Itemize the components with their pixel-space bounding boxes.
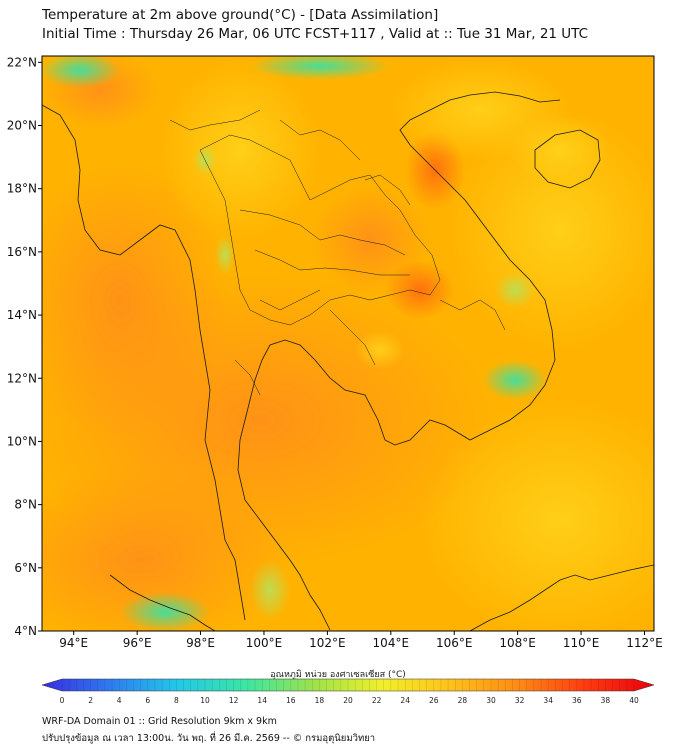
colorbar-tick-label: 30 <box>486 696 496 705</box>
lon-tick-label: 104°E <box>373 636 410 650</box>
lat-tick-label: 16°N <box>7 245 37 259</box>
colorbar-tick-label: 14 <box>257 696 267 705</box>
latitude-axis: 22°N 20°N 18°N 16°N 14°N 12°N 10°N 8°N 6°N 4°N <box>7 55 42 638</box>
lon-tick-label: 100°E <box>246 636 283 650</box>
colorbar-tick-label: 34 <box>543 696 553 705</box>
colorbar-tick-label: 26 <box>429 696 439 705</box>
colorbar-tick-label: 16 <box>286 696 296 705</box>
colorbar: 0 2 4 6 8 10 12 14 16 18 20 22 24 26 28 30 32 34 36 38 40 <box>41 678 655 705</box>
colorbar-ticks: 0 2 4 6 8 10 12 14 16 18 20 22 24 26 28 30 32 34 36 38 40 <box>60 679 639 705</box>
colorbar-tick-label: 18 <box>315 696 325 705</box>
lon-tick-label: 110°E <box>563 636 600 650</box>
colorbar-tick-label: 22 <box>372 696 382 705</box>
lat-tick-label: 8°N <box>14 498 37 512</box>
colorbar-title: อุณหภูมิ หน่วย องศาเซลเซียส (°C) <box>270 670 406 680</box>
colorbar-tick-label: 36 <box>572 696 582 705</box>
lon-tick-label: 102°E <box>309 636 346 650</box>
colorbar-tick-label: 2 <box>88 696 93 705</box>
footer-model-info: WRF-DA Domain 01 :: Grid Resolution 9km … <box>42 716 277 727</box>
temperature-field <box>42 56 654 631</box>
colorbar-tick-label: 6 <box>145 696 150 705</box>
colorbar-tick-label: 24 <box>400 696 410 705</box>
lat-tick-label: 6°N <box>14 561 37 575</box>
temperature-map: 22°N 20°N 18°N 16°N 14°N 12°N 10°N 8°N 6°N 4°N 94… <box>7 55 663 650</box>
chart-title: Temperature at 2m above ground(°C) - [Da… <box>42 7 439 23</box>
colorbar-tick-label: 20 <box>343 696 353 705</box>
lat-tick-label: 4°N <box>14 624 37 638</box>
colorbar-tick-label: 12 <box>229 696 239 705</box>
coastlines <box>42 91 654 631</box>
colorbar-tick-label: 32 <box>515 696 525 705</box>
admin-borders <box>169 109 506 396</box>
lat-tick-label: 20°N <box>7 119 37 133</box>
colorbar-tick-label: 28 <box>458 696 468 705</box>
colorbar-tick-label: 40 <box>629 696 639 705</box>
colorbar-tick-label: 0 <box>60 696 65 705</box>
lon-tick-label: 106°E <box>436 636 473 650</box>
lon-tick-label: 94°E <box>59 636 88 650</box>
lat-tick-label: 10°N <box>7 434 37 448</box>
map-frame <box>41 55 655 632</box>
footer-update-info: ปรับปรุงข้อมูล ณ เวลา 13:00น. วัน พฤ. ที… <box>42 733 376 744</box>
longitude-axis: 94°E 96°E 98°E 100°E 102°E 104°E 106°E 108°E 110… <box>59 631 663 650</box>
lon-tick-label: 108°E <box>499 636 536 650</box>
colorbar-tick-label: 8 <box>174 696 179 705</box>
lat-tick-label: 18°N <box>7 182 37 196</box>
colorbar-tick-label: 38 <box>601 696 611 705</box>
chart-subtitle: Initial Time : Thursday 26 Mar, 06 UTC F… <box>42 26 589 42</box>
lon-tick-label: 96°E <box>123 636 152 650</box>
lon-tick-label: 112°E <box>626 636 663 650</box>
lat-tick-label: 14°N <box>7 308 37 322</box>
colorbar-tick-label: 10 <box>200 696 210 705</box>
lat-tick-label: 12°N <box>7 371 37 385</box>
lon-tick-label: 98°E <box>186 636 215 650</box>
colorbar-gradient <box>41 678 655 692</box>
lat-tick-label: 22°N <box>7 55 37 69</box>
colorbar-tick-label: 4 <box>117 696 122 705</box>
